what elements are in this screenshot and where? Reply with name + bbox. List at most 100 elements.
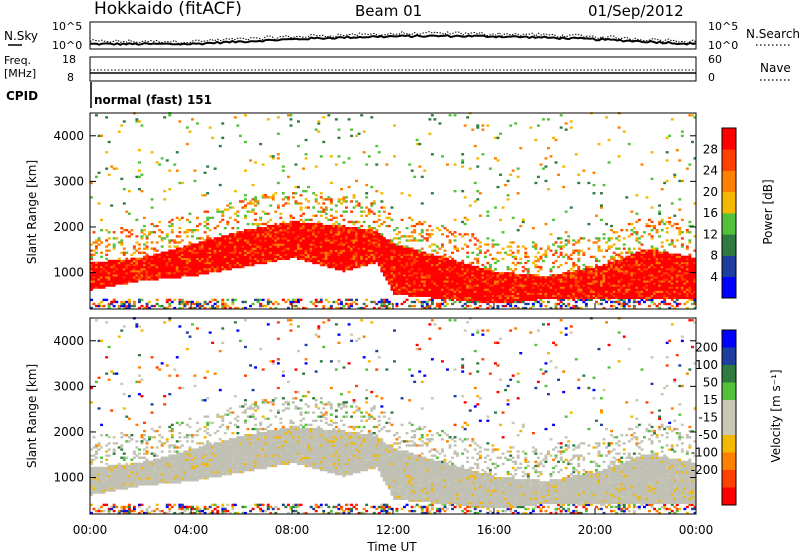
power-cell [453,218,457,222]
power-cell [329,245,333,248]
power-cell [605,288,609,291]
power-cell [132,300,136,304]
power-cell [415,294,419,297]
power-cell [476,270,480,273]
power-cell [607,280,611,283]
power-cell [216,249,220,252]
power-cell [620,272,624,275]
power-cell [362,247,366,250]
power-cell [309,253,313,256]
power-cell [385,251,389,254]
power-cell [312,233,316,236]
power-cell [430,233,434,236]
power-cell [95,286,98,289]
power-cell [153,257,157,261]
power-cell [562,276,566,279]
power-cell [453,190,457,193]
power-cell [428,263,432,267]
power-cell [456,288,460,291]
power-cell [246,241,250,244]
power-cell [617,155,621,158]
power-cell [405,272,409,275]
power-cell [165,306,169,310]
power-cell [350,243,354,246]
power-cell [355,261,359,265]
power-cell [294,235,298,238]
power-cell [297,306,300,310]
power-cell [140,173,144,176]
power-cell [617,268,621,271]
power-cell [165,257,169,261]
power-cell [319,247,323,250]
power-cell [213,270,217,273]
power-cell [281,298,285,302]
power-cell [488,286,492,289]
power-cell [183,270,187,273]
power-cell [256,243,260,246]
power-cell [456,278,460,281]
power-cell [617,278,621,281]
power-cell [352,247,356,250]
power-cell [413,284,417,287]
power-cell [102,278,106,281]
power-cell [309,227,313,230]
power-cell [148,231,152,234]
power-cell [231,243,235,246]
power-cell [521,282,525,285]
power-cell [274,192,278,195]
power-cell [367,229,371,232]
power-cell [266,227,270,230]
power-cell [165,276,169,279]
power-cell [539,276,543,279]
power-cell [542,282,545,285]
power-cell [468,292,472,295]
power-cell [145,257,149,261]
power-cell [544,288,548,291]
power-cell [105,167,109,170]
power-cell [410,255,414,259]
power-cell [254,200,258,203]
power-cell [92,231,96,234]
power-cell [514,122,518,125]
power-cell [607,292,611,295]
power-cell [554,286,558,289]
power-cell [337,136,341,140]
power-cell [476,292,480,295]
power-cell [342,245,346,248]
power-cell [509,284,513,287]
power-cell [173,257,177,261]
power-cell [115,167,119,170]
power-cell [138,188,141,191]
power-cell [534,274,538,277]
power-cell [610,276,614,279]
power-cell [468,298,472,302]
power-cell [254,259,258,263]
power-cell [307,233,311,236]
power-cell [408,247,412,250]
power-cell [261,194,265,197]
power-cell [254,239,258,242]
power-cell [610,263,614,267]
power-cell [180,306,184,310]
power-cell [587,181,591,185]
power-cell [221,245,225,248]
power-cell [602,292,606,295]
power-cell [319,239,323,242]
power-cell [112,280,116,283]
power-cell [140,265,144,269]
power-cell [206,261,210,265]
power-cell [418,265,422,269]
power-cell [514,255,518,259]
power-cell [615,282,619,285]
power-cell [213,253,217,256]
power-cell [418,239,422,242]
power-cell [350,249,354,252]
power-cell [294,253,298,256]
power-cell [345,229,348,232]
power-cell [299,233,303,236]
power-cell [398,249,401,252]
power-cell [163,276,167,279]
power-cell [577,265,581,269]
power-cell [292,235,295,238]
power-cell [521,294,525,297]
